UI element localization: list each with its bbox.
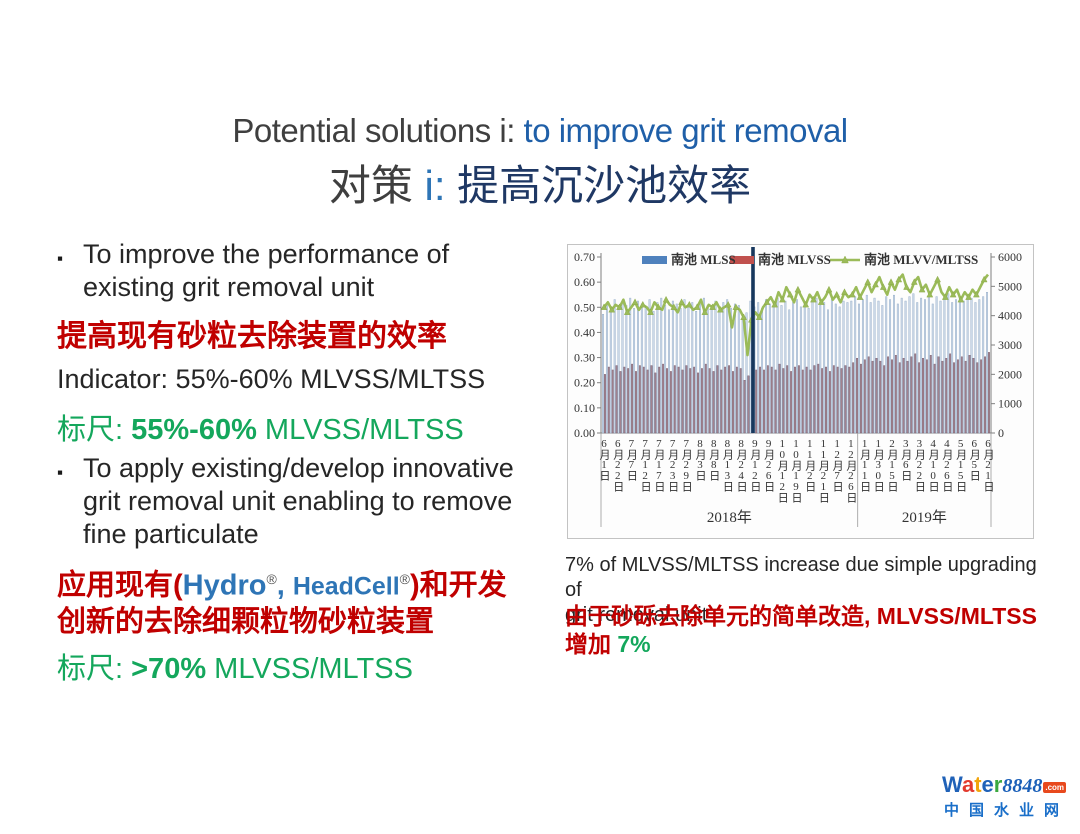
x-tick-label: 11月2日: [803, 438, 816, 491]
target-2-text: 标尺: >70% MLVSS/MLTSS: [57, 653, 413, 685]
svg-text:0.30: 0.30: [574, 351, 595, 365]
x-tick-label: 9月12日: [748, 438, 761, 491]
svg-text:2000: 2000: [998, 367, 1022, 381]
x-tick-label: 8月13日: [721, 438, 734, 491]
x-tick-label: 9月26日: [762, 438, 775, 491]
x-tick-label: 12月26日: [844, 438, 857, 502]
red-text-apply-line1: 应用现有(Hydro®, HeadCell®)和开发: [57, 569, 507, 602]
svg-text:2019年: 2019年: [902, 509, 947, 526]
logo-com-badge: .com: [1043, 782, 1067, 793]
x-tick-label: 5月15日: [954, 438, 967, 491]
x-tick-label: 7月12日: [639, 438, 652, 491]
x-tick-label: 11月21日: [817, 438, 830, 502]
bullet-1: ▪ To improve the performance of existing …: [57, 238, 572, 304]
x-tick-label: 10月19日: [790, 438, 802, 502]
logo-subtitle: 中国水业网: [944, 802, 1070, 819]
x-tick-label: 6月5日: [968, 438, 981, 480]
title-line-en: Potential solutions i: to improve grit r…: [232, 112, 848, 149]
chart-year-axis: 2018年 2019年: [600, 433, 992, 527]
bullet-square-icon: ▪: [57, 463, 64, 482]
x-tick-label: 2月15日: [886, 438, 898, 491]
bullet-square-icon: ▪: [57, 249, 64, 268]
svg-text:南池 MLSS: 南池 MLSS: [671, 252, 736, 267]
x-tick-label: 7月17日: [652, 438, 665, 491]
x-tick-label: 7月7日: [625, 438, 638, 480]
chart-ratio-line: [600, 273, 990, 357]
x-tick-label: 1月30日: [872, 438, 885, 491]
x-tick-label: 3月22日: [913, 438, 926, 491]
bullet-1-text: To improve the performance of existing gr…: [83, 239, 450, 302]
x-tick-label: 3月6日: [899, 438, 912, 480]
svg-text:6000: 6000: [998, 250, 1022, 264]
x-tick-label: 12月7日: [831, 438, 844, 491]
water8848-logo: Water8848 .com 中国水业网: [934, 772, 1080, 832]
red-text-improve-unit: 提高现有砂粒去除装置的效率: [57, 320, 447, 353]
svg-text:0: 0: [998, 426, 1004, 440]
svg-text:南池 MLVSS: 南池 MLVSS: [758, 252, 831, 267]
x-tick-label: 6月1日: [598, 438, 610, 480]
title-line-zh: 对策 i: 提高沉沙池效率: [328, 162, 752, 209]
svg-text:0.60: 0.60: [574, 275, 595, 289]
x-tick-label: 6月22日: [611, 438, 624, 491]
svg-text:5000: 5000: [998, 279, 1022, 293]
svg-text:3000: 3000: [998, 338, 1022, 352]
x-tick-label: 8月3日: [694, 438, 706, 480]
caption-chinese-line2: 增加 7%: [565, 631, 651, 657]
x-tick-label: 8月24日: [735, 438, 748, 491]
target-1-text: 标尺: 55%-60% MLVSS/MLTSS: [57, 414, 464, 446]
svg-text:2018年: 2018年: [707, 509, 752, 526]
svg-text:0.50: 0.50: [574, 300, 595, 314]
x-tick-label: 10月12日: [776, 438, 789, 502]
logo-8848-text: 8848: [1002, 775, 1043, 797]
chart-bars: [602, 292, 990, 434]
x-tick-label: 7月23日: [666, 438, 679, 491]
svg-text:0.10: 0.10: [574, 401, 595, 415]
chart-axes: 0.70 0.60 0.50 0.40 0.30 0.20 0.10 0.00 6000 5000…: [574, 250, 1022, 440]
chart-event-line: [751, 247, 755, 433]
x-tick-label: 4月10日: [927, 438, 940, 491]
svg-text:0.40: 0.40: [574, 325, 595, 339]
x-tick-label: 4月26日: [940, 438, 953, 491]
indicator-text: Indicator: 55%-60% MLVSS/MLTSS: [57, 364, 486, 394]
bullet-2: ▪ To apply existing/develop innovative gr…: [57, 452, 572, 551]
svg-text:0.70: 0.70: [574, 250, 595, 264]
caption-chinese: 由于砂砾去除单元的简单改造, MLVSS/MLTSS 增加 7%: [565, 602, 1043, 658]
bullet-2-text: To apply existing/develop innovative grit…: [83, 453, 514, 549]
svg-text:0.00: 0.00: [574, 426, 595, 440]
slide-title: Potential solutions i: to improve grit r…: [0, 112, 1080, 213]
red-text-apply-line2: 创新的去除细颗粒物砂粒装置: [57, 606, 435, 638]
caption-chinese-line1: 由于砂砾去除单元的简单改造, MLVSS/MLTSS: [565, 603, 1037, 629]
x-tick-label: 1月11日: [858, 438, 871, 491]
mlss-mlvss-chart: 0.70 0.60 0.50 0.40 0.30 0.20 0.10 0.00 6000 5000…: [567, 244, 1034, 539]
svg-text:南池 MLVV/MLTSS: 南池 MLVV/MLTSS: [864, 252, 978, 267]
chart-legend: 南池 MLSS 南池 MLVSS 南池 MLVV/MLTSS: [642, 252, 978, 267]
x-tick-label: 8月8日: [707, 438, 720, 480]
x-tick-label: 7月29日: [680, 438, 693, 491]
chart-svg: 0.70 0.60 0.50 0.40 0.30 0.20 0.10 0.00 6000 5000…: [574, 247, 1022, 527]
svg-text:0.20: 0.20: [574, 376, 595, 390]
svg-text:4000: 4000: [998, 309, 1022, 323]
logo-water-text: Water: [942, 772, 1003, 797]
caption-english: 7% of MLVSS/MLTSS increase due simple up…: [565, 554, 1037, 626]
x-tick-label: 6月21日: [982, 438, 994, 491]
svg-text:1000: 1000: [998, 397, 1022, 411]
